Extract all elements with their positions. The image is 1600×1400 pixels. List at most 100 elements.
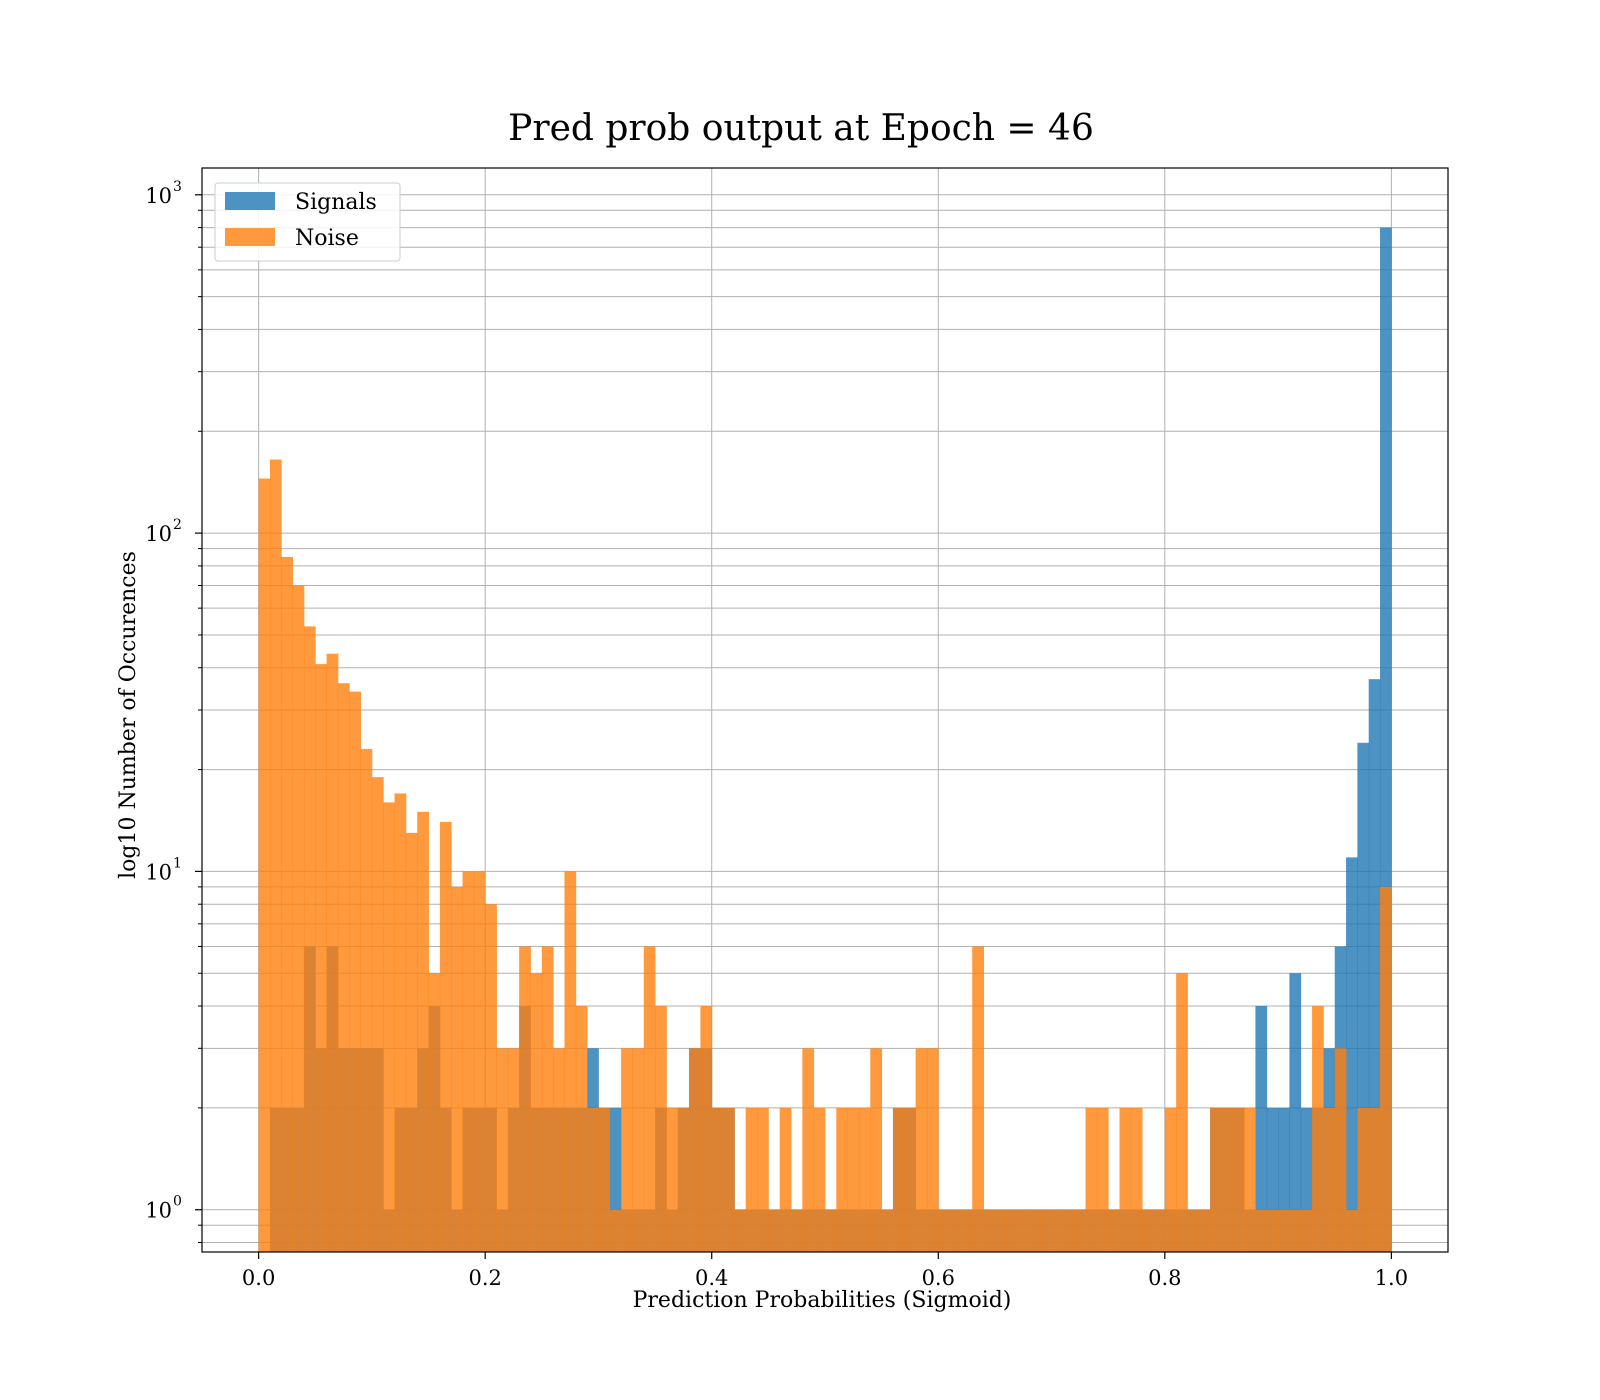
bar-noise [428, 973, 441, 1252]
y-tick-label: 10 [145, 860, 172, 884]
bar-noise [1210, 1107, 1222, 1252]
bar-noise [836, 1107, 849, 1252]
legend: Signals Noise [214, 182, 401, 262]
bar-noise [315, 664, 327, 1252]
bar-noise [349, 691, 361, 1252]
bar-noise [1221, 1107, 1234, 1252]
x-axis-label: Prediction Probabilities (Sigmoid) [633, 1288, 1012, 1313]
bar-noise [1334, 1048, 1347, 1252]
bar-noise [757, 1107, 769, 1252]
bar-noise [972, 946, 984, 1252]
bar-noise [1153, 1209, 1166, 1252]
bar-noise [1289, 1209, 1302, 1252]
bar-noise [553, 1048, 565, 1252]
bar-noise [383, 802, 395, 1252]
bar-noise [303, 626, 316, 1252]
bar-noise [417, 811, 429, 1252]
bar-noise [655, 1006, 667, 1252]
bar-noise [643, 946, 656, 1252]
y-tick-exponent: 0 [173, 1194, 182, 1210]
bar-noise [587, 1107, 599, 1252]
bar-noise [1357, 1107, 1370, 1252]
bar-noise [621, 1048, 633, 1252]
bar-noise [723, 1107, 735, 1252]
bar-noise [1096, 1107, 1109, 1252]
bar-signals [1278, 1107, 1290, 1252]
y-tick-label: 10 [145, 1199, 172, 1223]
bar-noise [745, 1107, 758, 1252]
bar-noise [1244, 1107, 1256, 1252]
x-tick-label: 0.4 [695, 1266, 728, 1290]
bar-noise [904, 1107, 917, 1252]
bar-noise [1028, 1209, 1041, 1252]
bar-noise [994, 1209, 1007, 1252]
bar-noise [1074, 1209, 1086, 1252]
bar-noise [1312, 1006, 1324, 1252]
bar-noise [1266, 1209, 1279, 1252]
bar-noise [711, 1107, 724, 1252]
bar-noise [337, 683, 350, 1252]
bar-signals [1266, 1107, 1279, 1252]
bar-noise [1187, 1209, 1200, 1252]
legend-swatch-signals [225, 192, 275, 210]
bar-noise [1255, 1209, 1268, 1252]
bar-noise [394, 793, 407, 1252]
bar-noise [292, 585, 305, 1252]
bar-noise [1346, 1209, 1358, 1252]
bar-noise [1006, 1209, 1018, 1252]
bar-noise [734, 1209, 747, 1252]
x-tick-label: 0.2 [468, 1266, 501, 1290]
bar-noise [983, 1209, 996, 1252]
bar-signals [609, 1107, 622, 1252]
bar-noise [1085, 1107, 1098, 1252]
bar-noise [1198, 1209, 1211, 1252]
y-tick-exponent: 1 [173, 855, 182, 871]
bar-noise [1380, 886, 1392, 1252]
bar-noise [360, 749, 373, 1252]
legend-swatch-noise [225, 228, 275, 246]
bar-noise [892, 1107, 905, 1252]
bar-signals [1255, 1006, 1268, 1252]
bar-signals [1289, 973, 1302, 1252]
bar-noise [507, 1048, 520, 1252]
x-tick-label: 0.6 [922, 1266, 955, 1290]
legend-label-noise: Noise [295, 226, 359, 251]
bar-noise [1176, 973, 1188, 1252]
bar-signals [1368, 679, 1381, 1252]
bar-noise [1062, 1209, 1075, 1252]
bar-noise [791, 1209, 803, 1252]
bar-noise [575, 1006, 588, 1252]
bar-noise [1164, 1107, 1177, 1252]
bar-noise [938, 1209, 950, 1252]
bar-noise [473, 871, 486, 1252]
bar-noise [847, 1107, 860, 1252]
bar-noise [632, 1048, 645, 1252]
bar-noise [598, 1107, 611, 1252]
bar-noise [858, 1107, 871, 1252]
y-axis-label: log10 Number of Occurences [116, 551, 141, 879]
bar-noise [496, 1048, 509, 1252]
bar-noise [768, 1209, 781, 1252]
bar-noise [960, 1209, 973, 1252]
bar-noise [1368, 1107, 1381, 1252]
bar-noise [677, 1107, 690, 1252]
bar-noise [689, 1048, 701, 1252]
bar-noise [564, 871, 577, 1252]
bar-noise [1017, 1209, 1030, 1252]
bar-noise [405, 832, 418, 1252]
legend-label-signals: Signals [295, 190, 377, 215]
bar-noise [1108, 1209, 1120, 1252]
bar-noise [530, 973, 543, 1252]
bar-noise [915, 1048, 928, 1252]
bar-noise [541, 946, 554, 1252]
bar-noise [1130, 1107, 1143, 1252]
bar-noise [1232, 1107, 1245, 1252]
bar-noise [700, 1006, 713, 1252]
x-tick-label: 0.0 [242, 1266, 275, 1290]
bar-noise [326, 653, 339, 1252]
x-tick-label: 1.0 [1375, 1266, 1408, 1290]
histogram-bars [258, 227, 1392, 1252]
y-tick-label: 10 [145, 184, 172, 208]
